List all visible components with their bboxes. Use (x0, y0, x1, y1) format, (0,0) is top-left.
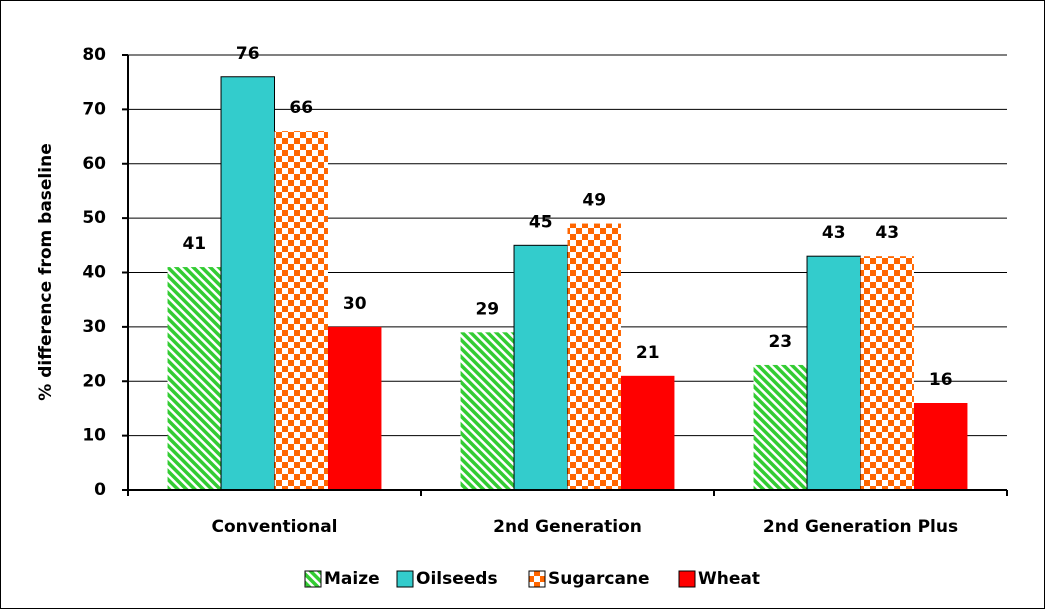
bar (860, 256, 914, 490)
y-axis-label: % difference from baseline (36, 143, 56, 400)
data-label: 29 (475, 299, 499, 319)
data-label: 23 (768, 332, 792, 352)
legend-swatch (396, 570, 414, 588)
data-label: 45 (529, 212, 553, 232)
bar (513, 244, 569, 491)
y-tick-label: 60 (82, 154, 106, 174)
y-tick-label: 40 (82, 263, 106, 283)
bar (274, 131, 328, 490)
y-tick-label: 10 (82, 426, 106, 446)
data-label: 43 (822, 223, 846, 243)
legend-label: Wheat (698, 569, 760, 589)
data-label: 43 (875, 223, 899, 243)
y-tick-label: 80 (82, 45, 106, 65)
bar (753, 364, 808, 490)
y-tick-label: 50 (82, 208, 106, 228)
x-tick-label: 2nd Generation (493, 517, 642, 537)
bar (620, 375, 675, 490)
data-label: 76 (236, 44, 260, 64)
bar (567, 223, 621, 490)
legend-swatch (678, 570, 696, 588)
y-tick-label: 30 (82, 317, 106, 337)
y-tick-label: 0 (94, 480, 106, 500)
data-label: 21 (636, 343, 660, 363)
bar (806, 255, 862, 491)
legend-swatch (528, 570, 546, 588)
bar (167, 267, 222, 490)
legend-label: Sugarcane (548, 569, 650, 589)
legend-label: Maize (324, 569, 380, 589)
bar (913, 403, 968, 490)
data-label: 66 (289, 98, 313, 118)
data-label: 16 (929, 370, 953, 390)
x-tick-label: Conventional (211, 517, 337, 537)
bar (220, 76, 275, 491)
data-label: 41 (182, 234, 206, 254)
legend-swatch (304, 570, 322, 588)
y-tick-label: 20 (82, 371, 106, 391)
data-label: 49 (582, 191, 606, 211)
bar (460, 332, 515, 490)
legend-label: Oilseeds (416, 569, 498, 589)
bar (327, 326, 382, 490)
data-label: 30 (343, 294, 367, 314)
y-tick-label: 70 (82, 99, 106, 119)
x-tick-label: 2nd Generation Plus (763, 517, 958, 537)
